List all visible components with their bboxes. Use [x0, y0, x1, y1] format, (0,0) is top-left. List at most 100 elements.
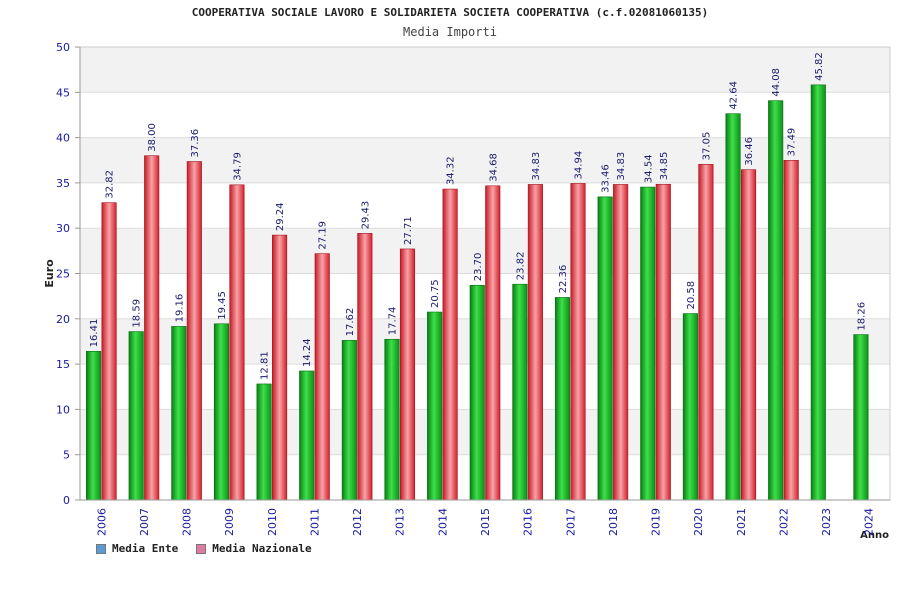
bar-media-ente: [384, 338, 400, 501]
bar-media-ente: [853, 334, 869, 501]
x-tick-label: 2012: [351, 508, 364, 536]
label-media-ente: 23.82: [515, 252, 526, 281]
label-media-nazionale: 34.83: [616, 152, 627, 181]
bar-media-ente: [299, 370, 315, 501]
bar-media-nazionale: [357, 233, 373, 501]
y-tick-label: 50: [56, 41, 70, 54]
x-tick-label: 2011: [308, 508, 321, 536]
bar-media-ente: [171, 326, 187, 501]
label-media-ente: 34.54: [643, 154, 654, 183]
x-tick-label: 2021: [735, 508, 748, 536]
label-media-ente: 22.36: [558, 265, 569, 294]
x-tick-label: 2013: [394, 508, 407, 536]
y-tick-label: 40: [56, 132, 70, 145]
y-tick-label: 15: [56, 358, 70, 371]
label-media-nazionale: 34.85: [659, 152, 670, 181]
x-tick-label: 2019: [650, 508, 663, 536]
bar-media-nazionale: [655, 183, 671, 501]
label-media-nazionale: 34.68: [488, 153, 499, 182]
x-tick-label: 2015: [479, 508, 492, 536]
label-media-ente: 18.59: [132, 299, 143, 328]
bar-media-nazionale: [229, 184, 245, 501]
x-tick-label: 2022: [777, 508, 790, 536]
label-media-nazionale: 37.05: [701, 132, 712, 161]
bar-media-ente: [213, 323, 230, 501]
x-tick-label: 2016: [522, 508, 535, 536]
bar-media-ente: [256, 383, 272, 501]
x-tick-label: 2010: [266, 508, 279, 536]
label-media-nazionale: 29.43: [360, 201, 371, 230]
y-tick-label: 20: [56, 313, 70, 326]
label-media-nazionale: 27.71: [403, 216, 414, 245]
plot-band: [80, 92, 890, 138]
y-tick-label: 10: [56, 403, 70, 416]
x-tick-label: 2024: [863, 508, 876, 536]
x-tick-label: 2014: [436, 508, 449, 536]
label-media-ente: 14.24: [302, 338, 313, 367]
bar-media-ente: [597, 196, 613, 501]
bar-media-nazionale: [570, 183, 586, 501]
label-media-ente: 23.70: [473, 253, 484, 282]
y-tick-label: 35: [56, 177, 70, 190]
bar-media-nazionale: [399, 248, 416, 501]
x-tick-label: 2006: [95, 508, 108, 536]
label-media-nazionale: 36.46: [744, 137, 755, 166]
bar-media-nazionale: [698, 164, 714, 501]
bar-media-ente: [427, 311, 443, 501]
bars: [86, 84, 869, 501]
label-media-ente: 45.82: [814, 52, 825, 81]
bar-media-nazionale: [527, 184, 543, 501]
bar-media-nazionale: [272, 234, 288, 501]
label-media-nazionale: 34.79: [232, 152, 243, 181]
label-media-ente: 20.75: [430, 279, 441, 308]
x-tick-label: 2020: [692, 508, 705, 536]
x-tick-label: 2017: [564, 508, 577, 536]
y-tick-label: 45: [56, 86, 70, 99]
bar-media-nazionale: [783, 160, 799, 501]
bar-media-ente: [554, 297, 571, 501]
label-media-nazionale: 34.32: [446, 156, 457, 185]
y-tick-label: 5: [63, 449, 70, 462]
x-tick-label: 2009: [223, 508, 236, 536]
bar-media-ente: [768, 100, 784, 501]
legend-item-nazionale: Media Nazionale: [196, 542, 312, 555]
legend-label-nazionale: Media Nazionale: [212, 542, 312, 555]
bar-media-ente: [86, 351, 102, 501]
chart-title: COOPERATIVA SOCIALE LAVORO E SOLIDARIETA…: [191, 6, 709, 19]
label-media-nazionale: 37.36: [190, 129, 201, 158]
bar-media-nazionale: [101, 202, 117, 501]
y-tick-label: 25: [56, 268, 70, 281]
plot-band: [80, 47, 890, 93]
label-media-ente: 17.62: [345, 308, 356, 337]
legend-label-ente: Media Ente: [112, 542, 179, 555]
data-labels: 16.41 32.82 18.59 38.00 19.16 37.36 19.45 34.79…: [89, 52, 867, 380]
label-media-ente: 12.81: [260, 351, 271, 380]
bar-media-nazionale: [144, 155, 160, 501]
label-media-nazionale: 37.49: [787, 128, 798, 157]
bar-media-ente: [682, 313, 698, 501]
legend: Media Ente Media Nazionale: [96, 542, 312, 555]
label-media-nazionale: 32.82: [105, 170, 116, 199]
bar-media-nazionale: [442, 188, 458, 501]
x-axis-label: Anno: [860, 530, 889, 541]
chart-subtitle: Media Importi: [403, 25, 497, 39]
legend-swatch-nazionale: [196, 543, 207, 554]
label-media-ente: 19.16: [174, 294, 185, 323]
y-tick-label: 30: [56, 222, 70, 235]
bar-media-ente: [640, 186, 656, 501]
bar-media-nazionale: [613, 184, 629, 501]
bar-media-nazionale: [485, 185, 501, 501]
x-tick-label: 2008: [181, 508, 194, 536]
label-media-nazionale: 34.83: [531, 152, 542, 181]
label-media-ente: 18.26: [856, 302, 867, 331]
label-media-nazionale: 38.00: [147, 123, 158, 152]
label-media-nazionale: 34.94: [574, 151, 585, 180]
x-tick-label: 2007: [138, 508, 151, 536]
x-tick-label: 2018: [607, 508, 620, 536]
label-media-nazionale: 29.24: [275, 202, 286, 231]
bar-media-ente: [341, 340, 357, 501]
x-tick-label: 2023: [820, 508, 833, 536]
bar-media-ente: [469, 284, 485, 501]
axes: 0 5 10 15 20 25 30 35 40 45 50 Euro Anno 2006 2007 2008…: [43, 41, 891, 541]
